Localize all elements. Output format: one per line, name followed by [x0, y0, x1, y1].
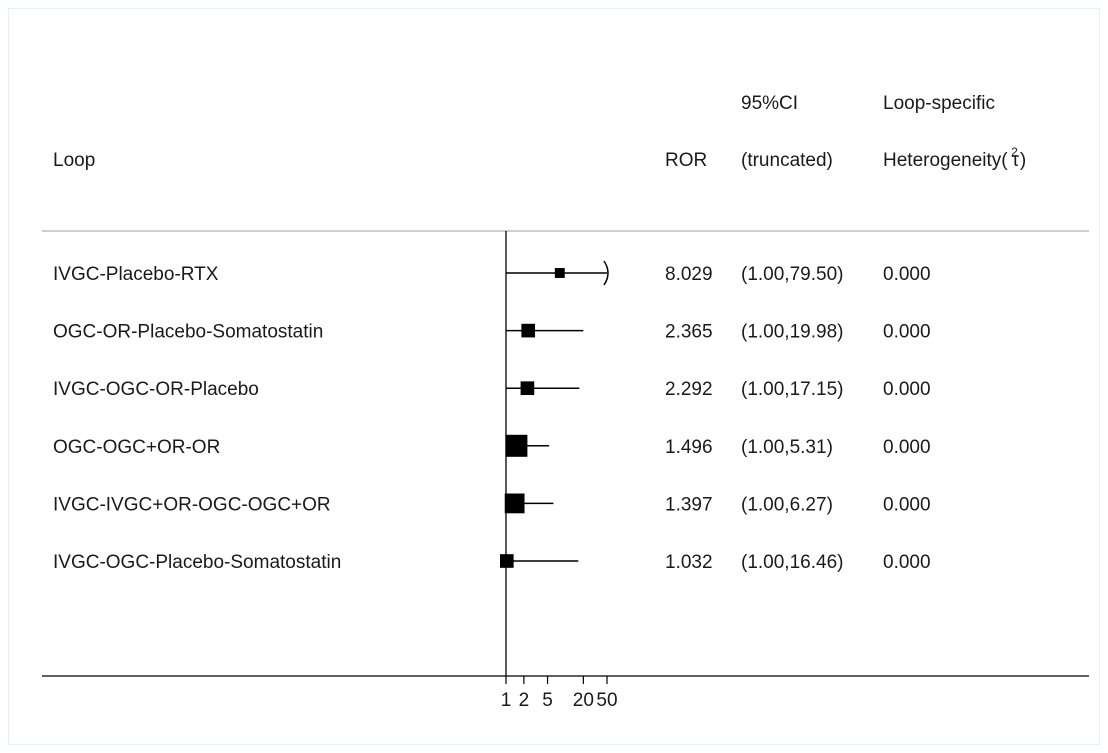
forest-row: IVGC-Placebo-RTX 8.029 (1.00,79.50) 0.000 — [53, 260, 931, 286]
ror-value: 2.365 — [665, 322, 713, 343]
loop-label: IVGC-Placebo-RTX — [53, 264, 219, 285]
x-tick-label: 50 — [596, 690, 617, 711]
header-loop: Loop — [53, 150, 95, 171]
ror-value: 1.032 — [665, 552, 713, 573]
ci-value: (1.00,19.98) — [741, 322, 843, 343]
ci-value: (1.00,17.15) — [741, 379, 843, 400]
forest-row: IVGC-OGC-Placebo-Somatostatin 1.032 (1.00,… — [53, 552, 931, 573]
forest-plot: Loop ROR 95%CI (truncated) Loop-specific… — [42, 93, 1089, 711]
forest-row: OGC-OR-Placebo-Somatostatin 2.365 (1.00,19… — [53, 322, 931, 343]
x-tick-label: 1 — [501, 690, 512, 711]
ci-value: (1.00,6.27) — [741, 494, 833, 515]
header-het-close: ) — [1020, 150, 1026, 171]
loop-label: IVGC-IVGC+OR-OGC-OGC+OR — [53, 494, 331, 515]
header-ci-line2: (truncated) — [741, 150, 833, 171]
heterogeneity-value: 0.000 — [883, 437, 931, 458]
heterogeneity-value: 0.000 — [883, 379, 931, 400]
point-estimate-marker — [504, 493, 525, 514]
header-het-symbol: τ — [1012, 150, 1020, 171]
heterogeneity-value: 0.000 — [883, 552, 931, 573]
ci-truncation-mark — [603, 260, 609, 286]
x-tick-label: 5 — [542, 690, 553, 711]
heterogeneity-value: 0.000 — [883, 264, 931, 285]
point-estimate-marker — [499, 554, 514, 568]
header-het-line2: Heterogeneity(τ2) — [883, 145, 1026, 171]
point-estimate-marker — [505, 434, 528, 457]
rows-group: IVGC-Placebo-RTX 8.029 (1.00,79.50) 0.000OG… — [53, 260, 931, 573]
ror-value: 1.496 — [665, 437, 713, 458]
point-estimate-marker — [521, 323, 536, 338]
ci-value: (1.00,5.31) — [741, 437, 833, 458]
forest-row: IVGC-OGC-OR-Placebo 2.292 (1.00,17.15) 0.00… — [53, 379, 931, 400]
x-axis-ticks: 1 2 5 20 50 — [501, 676, 618, 711]
x-tick-label: 2 — [519, 690, 530, 711]
forest-row: IVGC-IVGC+OR-OGC-OGC+OR 1.397 (1.00,6.27) 0… — [53, 493, 931, 515]
header-het-line1: Loop-specific — [883, 93, 995, 114]
ci-value: (1.00,16.46) — [741, 552, 843, 573]
forest-row: OGC-OGC+OR-OR 1.496 (1.00,5.31) 0.000 — [53, 434, 931, 458]
header-ci-line1: 95%CI — [741, 93, 798, 114]
loop-label: IVGC-OGC-Placebo-Somatostatin — [53, 552, 341, 573]
figure-frame: Loop ROR 95%CI (truncated) Loop-specific… — [8, 8, 1100, 745]
heterogeneity-value: 0.000 — [883, 494, 931, 515]
point-estimate-marker — [554, 268, 565, 278]
point-estimate-marker — [520, 381, 535, 396]
heterogeneity-value: 0.000 — [883, 322, 931, 343]
header-ror: ROR — [665, 150, 707, 171]
ci-value: (1.00,79.50) — [741, 264, 843, 285]
header-het-sup: 2 — [1011, 145, 1018, 159]
ror-value: 8.029 — [665, 264, 713, 285]
header-het-text: Heterogeneity( — [883, 150, 1008, 171]
ror-value: 2.292 — [665, 379, 713, 400]
loop-label: OGC-OGC+OR-OR — [53, 437, 220, 458]
loop-label: IVGC-OGC-OR-Placebo — [53, 379, 259, 400]
loop-label: OGC-OR-Placebo-Somatostatin — [53, 322, 323, 343]
x-tick-label: 20 — [573, 690, 594, 711]
ror-value: 1.397 — [665, 494, 713, 515]
